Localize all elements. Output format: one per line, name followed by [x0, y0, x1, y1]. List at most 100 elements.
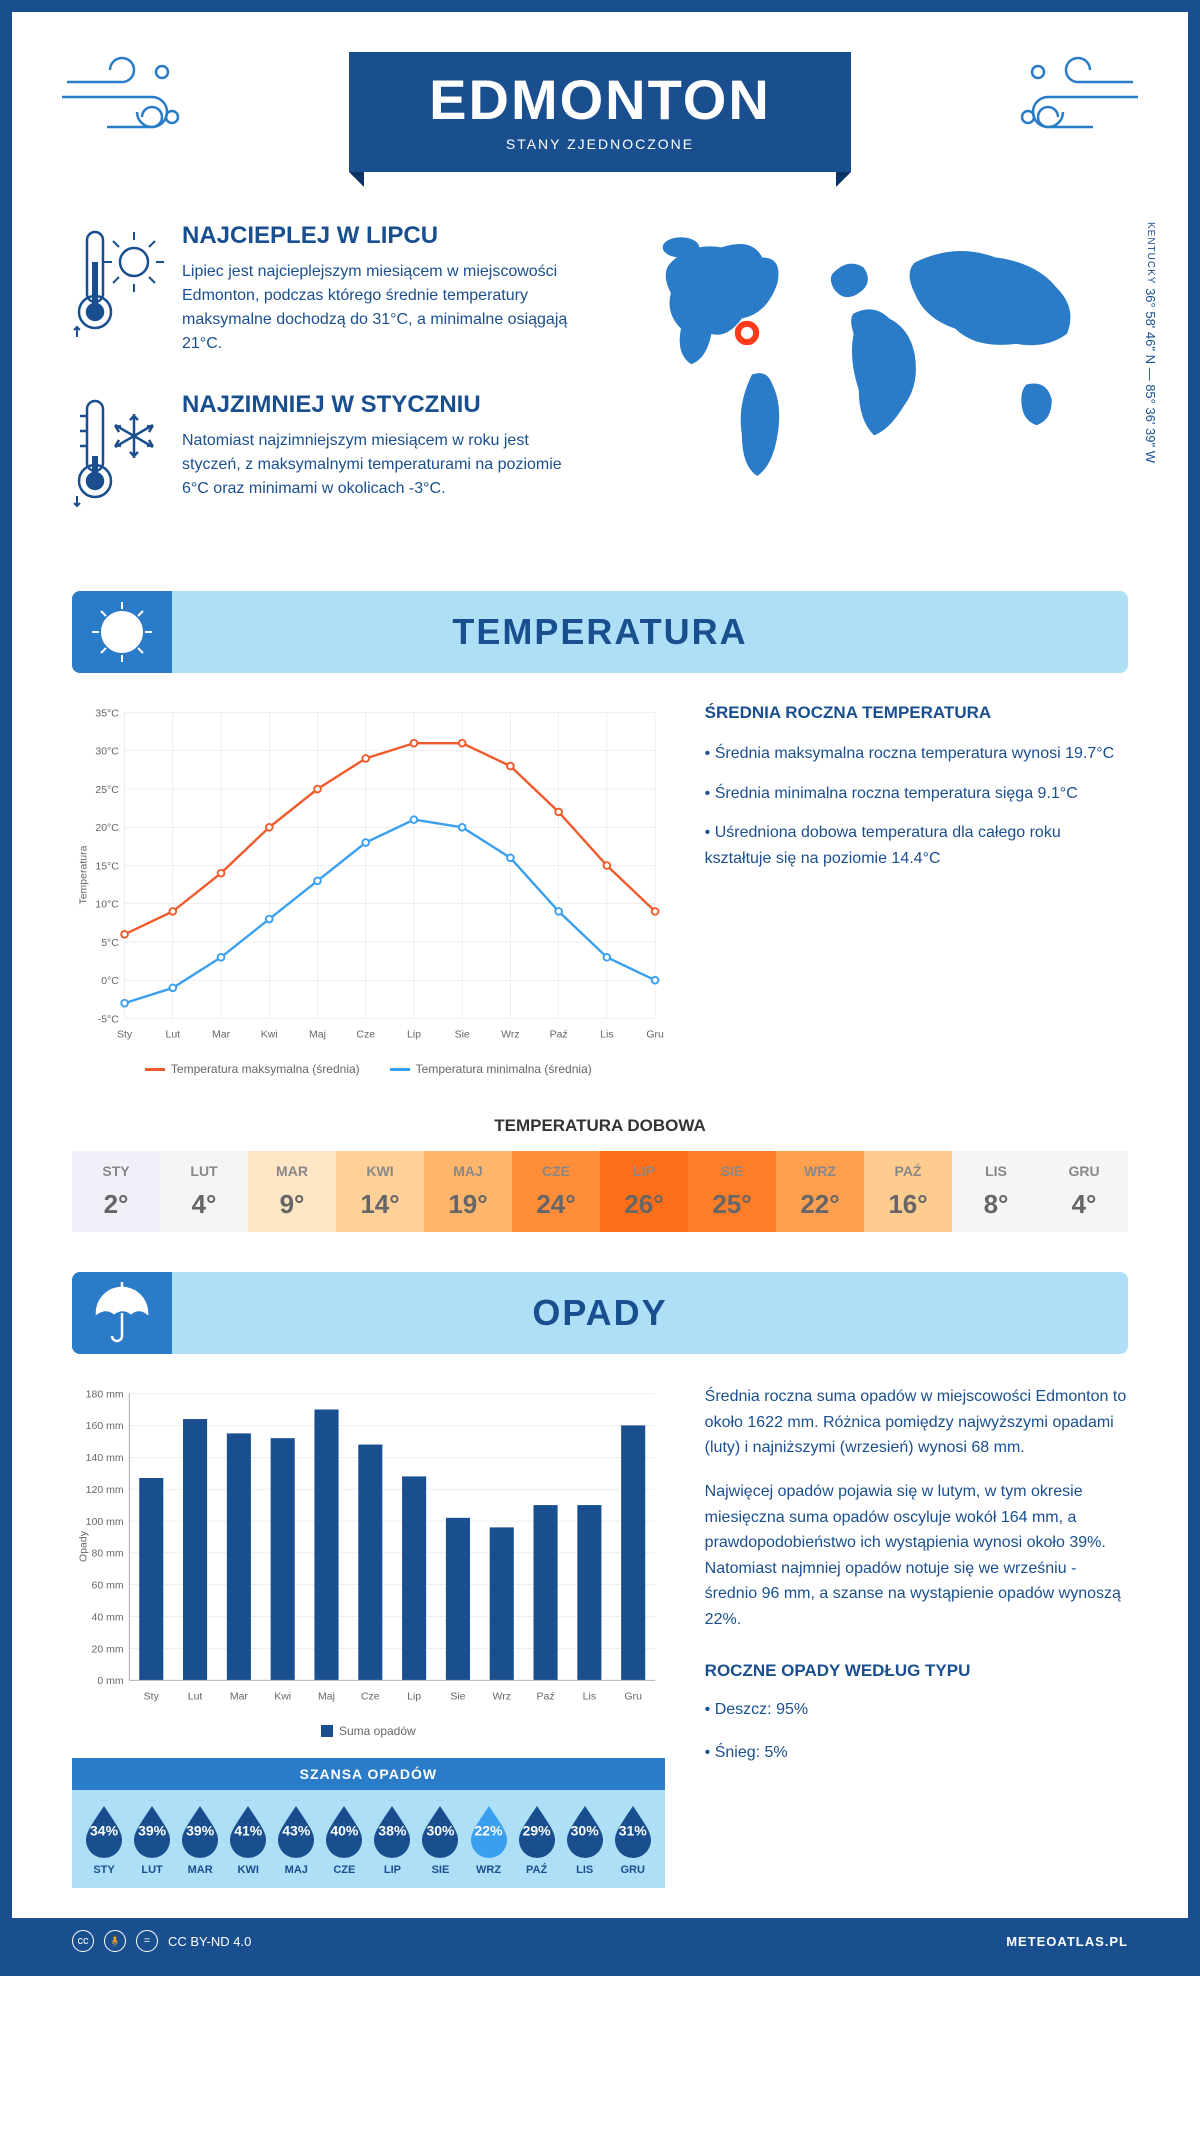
chance-cell: 31% GRU — [609, 1802, 657, 1876]
svg-text:Sie: Sie — [455, 1029, 470, 1041]
page-title: EDMONTON — [429, 67, 771, 132]
chance-cell: 43% MAJ — [272, 1802, 320, 1876]
legend-min: Temperatura minimalna (średnia) — [390, 1062, 592, 1076]
daily-cell: MAJ19° — [424, 1151, 512, 1232]
daily-cell: WRZ22° — [776, 1151, 864, 1232]
legend-precip: Suma opadów — [321, 1724, 416, 1738]
chance-cell: 39% LUT — [128, 1802, 176, 1876]
svg-text:Maj: Maj — [309, 1029, 326, 1041]
precipitation-banner: OPADY — [72, 1272, 1128, 1354]
precip-type-title: ROCZNE OPADY WEDŁUG TYPU — [705, 1657, 1128, 1684]
title-banner: EDMONTON STANY ZJEDNOCZONE — [349, 52, 851, 172]
svg-text:35°C: 35°C — [95, 707, 119, 719]
temperature-chart: -5°C0°C5°C10°C15°C20°C25°C30°C35°CStyLut… — [72, 703, 665, 1076]
svg-text:0°C: 0°C — [101, 975, 119, 987]
chance-cell: 40% CZE — [320, 1802, 368, 1876]
daily-cell: LIP26° — [600, 1151, 688, 1232]
daily-cell: GRU4° — [1040, 1151, 1128, 1232]
precip-type-line: • Śnieg: 5% — [705, 1740, 1128, 1766]
coldest-title: NAJZIMNIEJ W STYCZNIU — [182, 391, 580, 419]
footer: cc 🧍 = CC BY-ND 4.0 METEOATLAS.PL — [12, 1918, 1188, 1964]
sun-icon — [72, 591, 172, 673]
legend-max: Temperatura maksymalna (średnia) — [145, 1062, 360, 1076]
svg-text:Wrz: Wrz — [493, 1691, 511, 1703]
cc-icon: cc — [72, 1930, 94, 1952]
chance-cell: 41% KWI — [224, 1802, 272, 1876]
nd-icon: = — [136, 1930, 158, 1952]
svg-text:20°C: 20°C — [95, 822, 119, 834]
svg-text:Maj: Maj — [318, 1691, 335, 1703]
world-map — [620, 222, 1128, 486]
svg-text:Cze: Cze — [356, 1029, 375, 1041]
svg-text:Lut: Lut — [188, 1691, 203, 1703]
svg-text:Paź: Paź — [550, 1029, 568, 1041]
svg-text:160 mm: 160 mm — [86, 1420, 124, 1432]
page-subtitle: STANY ZJEDNOCZONE — [429, 136, 771, 152]
chance-cell: 39% MAR — [176, 1802, 224, 1876]
section-title: TEMPERATURA — [452, 611, 747, 653]
warmest-text: Lipiec jest najcieplejszym miesiącem w m… — [182, 260, 580, 356]
license-text: CC BY-ND 4.0 — [168, 1934, 251, 1949]
svg-text:10°C: 10°C — [95, 899, 119, 911]
svg-text:100 mm: 100 mm — [86, 1516, 124, 1528]
temp-info-line: • Uśredniona dobowa temperatura dla całe… — [705, 820, 1128, 871]
svg-text:80 mm: 80 mm — [92, 1548, 124, 1560]
coordinates: KENTUCKY 36° 58' 46" N — 85° 36' 39" W — [1143, 222, 1158, 463]
daily-cell: KWI14° — [336, 1151, 424, 1232]
wind-icon — [62, 52, 192, 147]
svg-text:-5°C: -5°C — [98, 1013, 120, 1025]
svg-text:120 mm: 120 mm — [86, 1484, 124, 1496]
chance-table: SZANSA OPADÓW 34% STY 39% LUT 39% MAR 41… — [72, 1758, 665, 1888]
daily-cell: MAR9° — [248, 1151, 336, 1232]
coldest-text: Natomiast najzimniejszym miesiącem w rok… — [182, 429, 580, 501]
svg-text:Kwi: Kwi — [274, 1691, 291, 1703]
chance-cell: 30% SIE — [416, 1802, 464, 1876]
svg-text:Sty: Sty — [117, 1029, 133, 1041]
by-icon: 🧍 — [104, 1930, 126, 1952]
svg-text:Gru: Gru — [624, 1691, 642, 1703]
daily-cell: LIS8° — [952, 1151, 1040, 1232]
coords-text: 36° 58' 46" N — 85° 36' 39" W — [1143, 288, 1158, 463]
svg-text:140 mm: 140 mm — [86, 1452, 124, 1464]
svg-text:5°C: 5°C — [101, 937, 119, 949]
svg-text:Mar: Mar — [212, 1029, 231, 1041]
svg-text:180 mm: 180 mm — [86, 1389, 124, 1401]
coldest-fact: NAJZIMNIEJ W STYCZNIU Natomiast najzimni… — [72, 391, 580, 516]
svg-text:40 mm: 40 mm — [92, 1612, 124, 1624]
svg-text:Lip: Lip — [407, 1691, 421, 1703]
chance-cell: 30% LIS — [561, 1802, 609, 1876]
warmest-fact: NAJCIEPLEJ W LIPCU Lipiec jest najcieple… — [72, 222, 580, 356]
svg-text:60 mm: 60 mm — [92, 1580, 124, 1592]
daily-temp-table: STY2° LUT4° MAR9° KWI14° MAJ19° CZE24° L… — [72, 1151, 1128, 1232]
daily-temp-title: TEMPERATURA DOBOWA — [72, 1116, 1128, 1136]
chance-cell: 29% PAŹ — [513, 1802, 561, 1876]
svg-text:Mar: Mar — [230, 1691, 249, 1703]
svg-text:Lip: Lip — [407, 1029, 421, 1041]
svg-text:Temperatura: Temperatura — [77, 845, 89, 904]
warmest-title: NAJCIEPLEJ W LIPCU — [182, 222, 580, 250]
svg-text:Opady: Opady — [77, 1530, 89, 1562]
brand-label: METEOATLAS.PL — [1006, 1934, 1128, 1949]
svg-text:Gru: Gru — [646, 1029, 664, 1041]
svg-text:Sty: Sty — [144, 1691, 160, 1703]
svg-text:Paź: Paź — [537, 1691, 555, 1703]
precipitation-chart: 0 mm 20 mm 40 mm 60 mm 80 mm 100 mm 120 mm 140 … — [72, 1384, 665, 1738]
svg-text:Kwi: Kwi — [261, 1029, 278, 1041]
precip-text-2: Najwięcej opadów pojawia się w lutym, w … — [705, 1479, 1128, 1633]
chance-cell: 34% STY — [80, 1802, 128, 1876]
daily-cell: PAŹ16° — [864, 1151, 952, 1232]
daily-cell: STY2° — [72, 1151, 160, 1232]
chance-cell: 22% WRZ — [465, 1802, 513, 1876]
thermometer-hot-icon — [72, 222, 162, 356]
svg-text:20 mm: 20 mm — [92, 1643, 124, 1655]
daily-cell: LUT4° — [160, 1151, 248, 1232]
svg-text:0 mm: 0 mm — [97, 1675, 124, 1687]
thermometer-cold-icon — [72, 391, 162, 516]
header: EDMONTON STANY ZJEDNOCZONE — [12, 12, 1188, 222]
precip-type-line: • Deszcz: 95% — [705, 1697, 1128, 1723]
svg-text:25°C: 25°C — [95, 784, 119, 796]
svg-text:Wrz: Wrz — [501, 1029, 519, 1041]
daily-cell: CZE24° — [512, 1151, 600, 1232]
chance-title: SZANSA OPADÓW — [72, 1758, 665, 1790]
section-title: OPADY — [532, 1292, 667, 1334]
